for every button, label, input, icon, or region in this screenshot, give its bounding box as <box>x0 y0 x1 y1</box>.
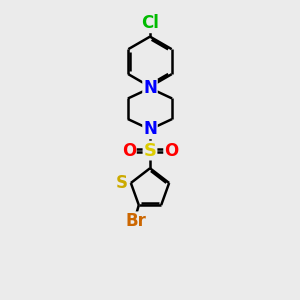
Text: S: S <box>143 142 157 160</box>
Text: N: N <box>143 79 157 97</box>
Text: O: O <box>164 142 178 160</box>
Text: S: S <box>116 174 128 192</box>
Text: N: N <box>143 120 157 138</box>
Text: Cl: Cl <box>141 14 159 32</box>
Text: O: O <box>122 142 136 160</box>
Text: Br: Br <box>125 212 146 230</box>
